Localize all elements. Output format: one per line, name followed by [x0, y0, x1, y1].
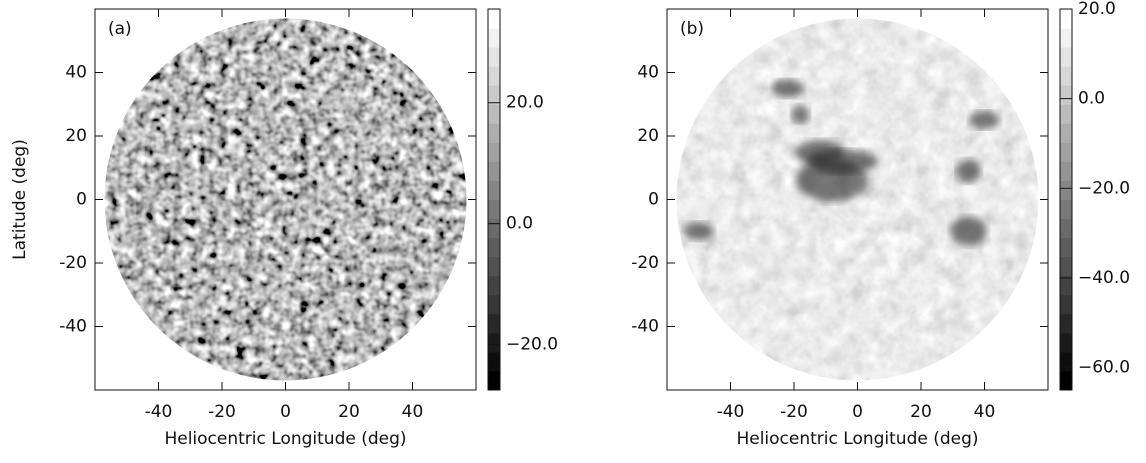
dark-region [805, 149, 878, 174]
dark-region [683, 222, 714, 241]
x-tick-label: 40 [974, 402, 996, 422]
colorbar-step [1060, 313, 1072, 334]
colorbar-step [488, 28, 500, 48]
colorbar-step [1060, 47, 1072, 67]
x-tick-label: -40 [145, 402, 173, 422]
x-tick-label: -20 [208, 402, 236, 422]
disk [104, 18, 467, 381]
colorbar-step [488, 351, 500, 372]
colorbar-frame [487, 8, 501, 391]
colorbar-step [1060, 104, 1072, 124]
colorbar-tick-label: 0.0 [506, 214, 533, 234]
dark-region [950, 216, 987, 247]
x-tick-label: -40 [717, 402, 745, 422]
y-tick-label: 20 [637, 126, 659, 146]
panel-label: (b) [680, 19, 704, 39]
y-tick-label: 0 [648, 190, 659, 210]
x-axis-label: Heliocentric Longitude (deg) [164, 429, 406, 449]
colorbar-step [488, 313, 500, 334]
colorbar-step [488, 180, 500, 200]
colorbar-step [1060, 275, 1072, 296]
colorbar-step [488, 123, 500, 143]
colorbar-step [488, 142, 500, 162]
colorbar-step [1060, 351, 1072, 372]
colorbar-step [1060, 85, 1072, 105]
y-tick-label: 0 [76, 190, 87, 210]
colorbar-step [1060, 9, 1072, 29]
x-tick-label: 20 [910, 402, 932, 422]
colorbar-step [488, 161, 500, 181]
colorbar-step [1060, 123, 1072, 143]
colorbar-step [1060, 332, 1072, 353]
y-tick-label: 40 [637, 63, 659, 83]
colorbar-step [488, 294, 500, 315]
colorbar-step [1060, 66, 1072, 86]
colorbar-tick-label: 20.0 [506, 93, 544, 113]
colorbar-step [1060, 256, 1072, 277]
y-tick-label: -20 [631, 253, 659, 273]
x-tick-label: -20 [780, 402, 808, 422]
colorbar-step [1060, 28, 1072, 48]
y-tick-label: 20 [65, 126, 87, 146]
panel-label: (a) [108, 19, 132, 39]
colorbar-step [488, 332, 500, 353]
dark-region [791, 104, 810, 123]
x-axis-label: Heliocentric Longitude (deg) [736, 429, 978, 449]
y-axis-label: Latitude (deg) [10, 139, 30, 260]
colorbar-step [488, 66, 500, 86]
colorbar-step [1060, 294, 1072, 315]
colorbar-tick-label: −20.0 [1078, 178, 1130, 198]
colorbar-step [1060, 237, 1072, 258]
disk [676, 18, 1039, 381]
colorbar-step [488, 104, 500, 124]
x-tick-label: 0 [280, 402, 291, 422]
colorbar-step [1060, 370, 1072, 391]
colorbar-step [1060, 180, 1072, 200]
colorbar-step [488, 9, 500, 29]
y-tick-label: 40 [65, 63, 87, 83]
y-tick-label: -20 [59, 253, 87, 273]
colorbar-step [1060, 161, 1072, 181]
disk-texture [104, 18, 467, 381]
colorbar-tick-label: 20.0 [1078, 0, 1116, 19]
colorbar-step [1060, 142, 1072, 162]
y-tick-label: -40 [59, 317, 87, 337]
colorbar-step [488, 370, 500, 391]
dark-region [969, 111, 1000, 130]
y-tick-label: -40 [631, 317, 659, 337]
dark-region [772, 79, 803, 98]
colorbar-step [488, 85, 500, 105]
colorbar-step [488, 275, 500, 296]
disk-texture [676, 18, 1039, 381]
dark-region [956, 158, 981, 183]
colorbar-tick-label: −40.0 [1078, 268, 1130, 288]
colorbar-step [488, 218, 500, 239]
colorbar-step [1060, 199, 1072, 220]
colorbar-tick-label: −20.0 [506, 335, 558, 355]
colorbar-step [488, 256, 500, 277]
x-tick-label: 20 [338, 402, 360, 422]
colorbar-tick-label: 0.0 [1078, 89, 1105, 109]
colorbar-step [1060, 218, 1072, 239]
x-tick-label: 0 [852, 402, 863, 422]
x-tick-label: 40 [402, 402, 424, 422]
colorbar-step [488, 237, 500, 258]
colorbar-step [488, 199, 500, 220]
colorbar-tick-label: −60.0 [1078, 358, 1130, 378]
colorbar-step [488, 47, 500, 67]
